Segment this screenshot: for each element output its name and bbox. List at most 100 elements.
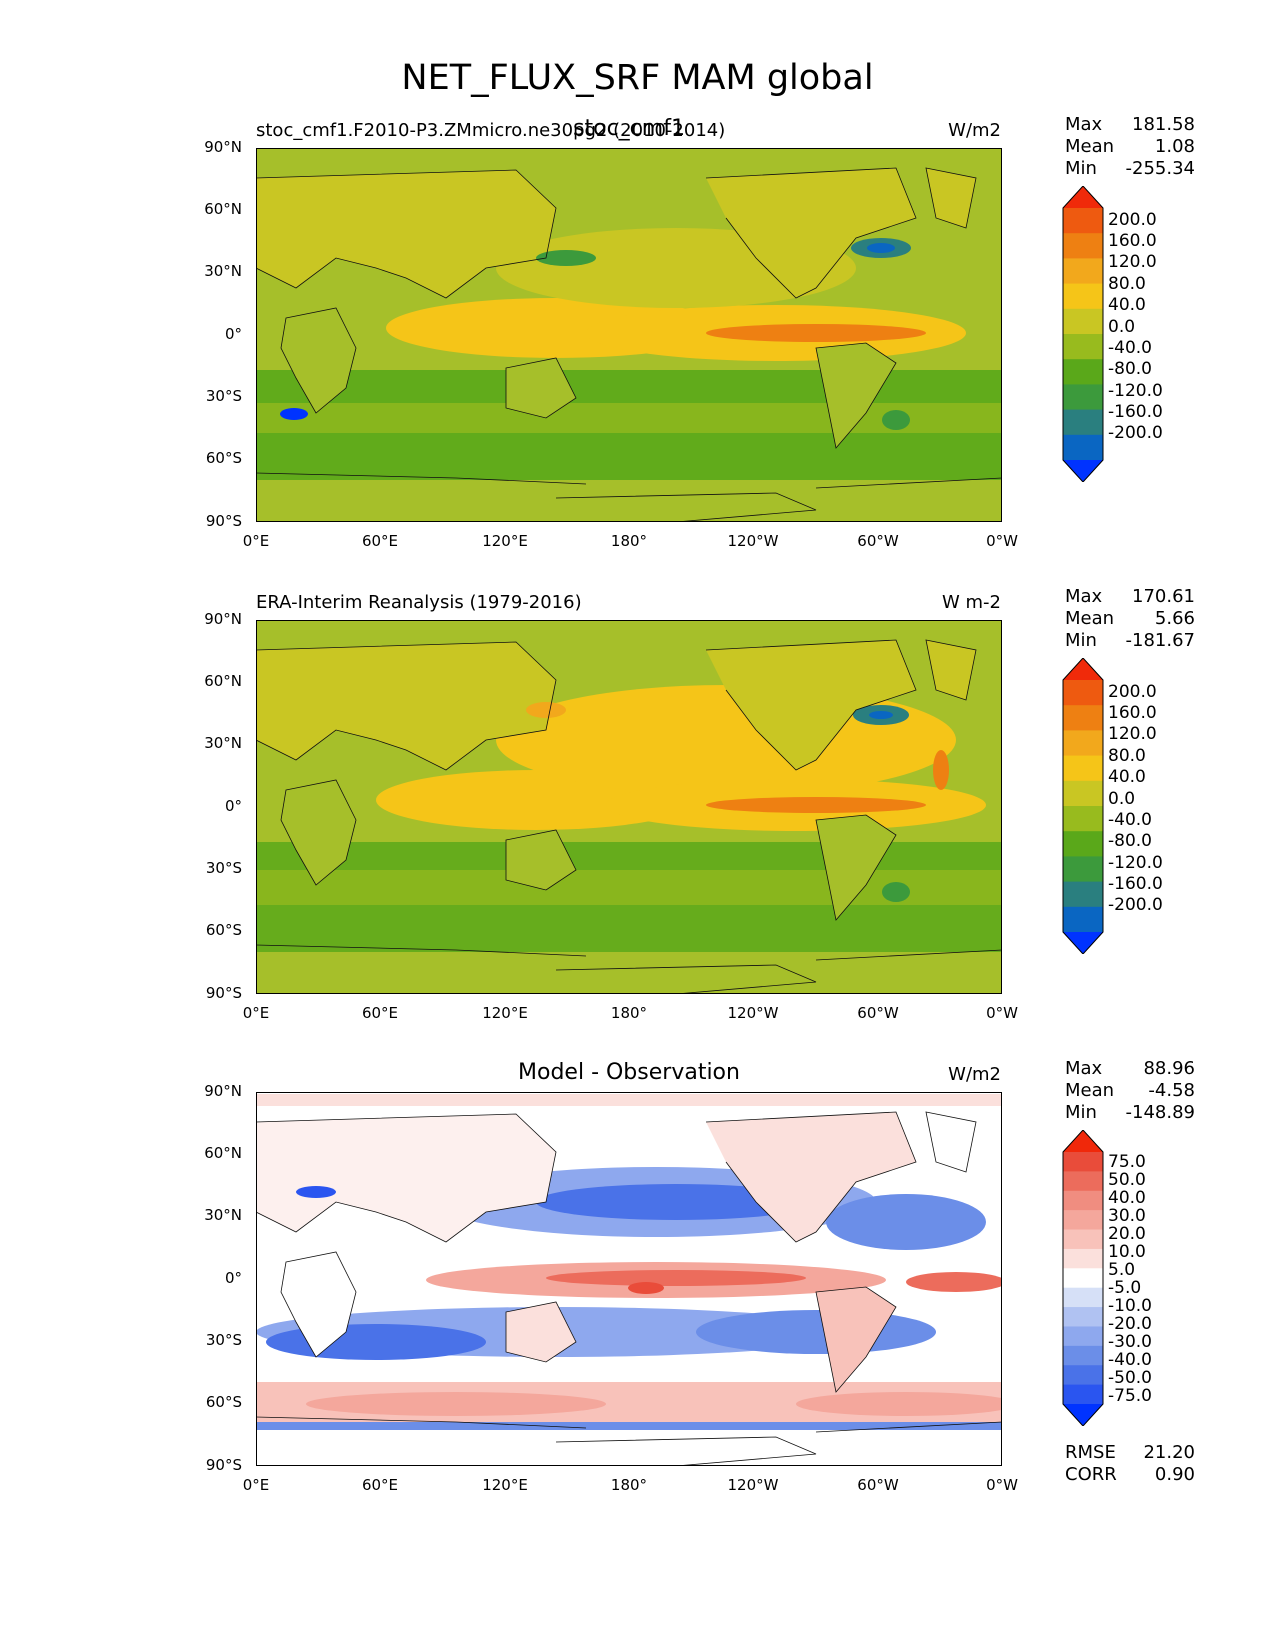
- x-tick-label: 120°E: [482, 1476, 528, 1494]
- stat-mean-label: Mean: [1065, 136, 1115, 157]
- colorbar: [1062, 186, 1104, 482]
- x-tick-label: 60°W: [857, 1004, 899, 1022]
- colorbar: [1062, 658, 1104, 954]
- x-tick-label: 60°W: [857, 1476, 899, 1494]
- colorbar-segment: [1063, 1171, 1103, 1192]
- y-tick-label: 30°N: [204, 262, 242, 280]
- map-difference: [256, 1092, 1002, 1466]
- colorbar-segment: [1063, 359, 1103, 385]
- y-tick-label: 90°N: [204, 1082, 242, 1100]
- stat-min-label: Min: [1065, 630, 1097, 651]
- panel-test: stoc_cmf1.F2010-P3.ZMmicro.ne30pg2 (2010…: [0, 114, 1275, 580]
- stat-min: -148.89: [1125, 1102, 1195, 1123]
- stat-min: -255.34: [1125, 158, 1195, 179]
- x-tick-label: 0°E: [242, 1476, 270, 1494]
- colorbar-segment: [1063, 705, 1103, 731]
- y-tick-label: 0°: [224, 325, 242, 343]
- colorbar-segment: [1063, 1326, 1103, 1347]
- colorbar-tick-label: 40.0: [1108, 295, 1146, 315]
- y-tick-label: 60°N: [204, 1144, 242, 1162]
- x-tick-label: 120°W: [727, 532, 779, 550]
- y-tick-label: 90°S: [205, 984, 242, 1002]
- y-tick-label: 60°S: [205, 449, 242, 467]
- colorbar-tick-label: 160.0: [1108, 703, 1157, 723]
- y-tick-label: 0°: [224, 797, 242, 815]
- colorbar-segment: [1063, 680, 1103, 706]
- colorbar-tick-label: 0.0: [1108, 789, 1136, 809]
- colorbar-segment: [1063, 384, 1103, 411]
- colorbar-tick-label: -80.0: [1108, 359, 1152, 379]
- x-tick-label: 120°E: [482, 1004, 528, 1022]
- stat-mean-label: Mean: [1065, 1080, 1115, 1101]
- stat-mean: 1.08: [1154, 136, 1195, 157]
- colorbar-segment: [1063, 283, 1103, 310]
- stat-min-label: Min: [1065, 158, 1097, 179]
- colorbar-segment: [1063, 258, 1103, 285]
- colorbar-tick-label: -5.0: [1108, 1278, 1142, 1298]
- colorbar-tick-label: -50.0: [1108, 1368, 1152, 1388]
- x-tick-label: 120°E: [482, 532, 528, 550]
- stat-mean: -4.58: [1148, 1080, 1195, 1101]
- colorbar-tick-label: -120.0: [1108, 381, 1163, 401]
- colorbar-tick-label: 40.0: [1108, 767, 1146, 787]
- map-test: [256, 148, 1002, 522]
- colorbar-segment: [1063, 409, 1103, 436]
- colorbar-outline: [1062, 186, 1104, 482]
- colorbar-tick-label: 80.0: [1108, 746, 1146, 766]
- x-tick-label: 120°W: [727, 1476, 779, 1494]
- panel-units: W m-2: [941, 592, 1001, 613]
- colorbar-tick-label: -10.0: [1108, 1296, 1152, 1316]
- x-tick-label: 180°: [610, 1004, 648, 1022]
- colorbar-segment: [1063, 1130, 1103, 1152]
- colorbar-segment: [1063, 806, 1103, 832]
- x-tick-label: 0°E: [242, 1004, 270, 1022]
- colorbar-segment: [1063, 658, 1103, 680]
- colorbar-tick-label: 120.0: [1108, 724, 1157, 744]
- colorbar-segment: [1063, 460, 1103, 482]
- colorbar-segment: [1063, 1190, 1103, 1211]
- y-tick-label: 0°: [224, 1269, 242, 1287]
- panel-left-title: ERA-Interim Reanalysis (1979-2016): [256, 592, 582, 613]
- x-tick-label: 0°W: [986, 1476, 1018, 1494]
- colorbar: [1062, 1130, 1104, 1426]
- colorbar-segment: [1063, 334, 1103, 360]
- x-tick-label: 180°: [610, 532, 648, 550]
- colorbar-outline: [1062, 1130, 1104, 1426]
- colorbar-segment: [1063, 208, 1103, 234]
- y-tick-label: 60°S: [205, 1393, 242, 1411]
- corr-value: 0.90: [1154, 1464, 1195, 1485]
- stat-max: 88.96: [1143, 1058, 1195, 1079]
- y-tick-label: 30°S: [205, 387, 242, 405]
- stat-mean-label: Mean: [1065, 608, 1115, 629]
- stats-box: Max 170.61 Mean 5.66 Min -181.67: [1065, 586, 1195, 652]
- colorbar-tick-label: -75.0: [1108, 1386, 1152, 1406]
- colorbar-tick-label: 80.0: [1108, 274, 1146, 294]
- colorbar-tick-label: -200.0: [1108, 423, 1163, 443]
- rmse-label: RMSE: [1065, 1442, 1116, 1463]
- y-tick-label: 90°S: [205, 1456, 242, 1474]
- colorbar-tick-label: -160.0: [1108, 402, 1163, 422]
- colorbar-segment: [1063, 831, 1103, 857]
- colorbar-tick-label: 20.0: [1108, 1224, 1146, 1244]
- colorbar-segment: [1063, 1210, 1103, 1231]
- colorbar-segment: [1063, 780, 1103, 807]
- y-tick-label: 30°N: [204, 734, 242, 752]
- colorbar-outline: [1062, 658, 1104, 954]
- x-tick-label: 0°W: [986, 532, 1018, 550]
- colorbar-segment: [1063, 1248, 1103, 1269]
- colorbar-tick-label: -20.0: [1108, 1314, 1152, 1334]
- colorbar-segment: [1063, 1365, 1103, 1386]
- colorbar-segment: [1063, 1345, 1103, 1366]
- y-tick-label: 60°S: [205, 921, 242, 939]
- x-tick-label: 0°W: [986, 1004, 1018, 1022]
- stat-max-label: Max: [1065, 586, 1103, 607]
- colorbar-segment: [1063, 233, 1103, 259]
- y-tick-label: 30°N: [204, 1206, 242, 1224]
- colorbar-segment: [1063, 434, 1103, 461]
- colorbar-tick-label: -30.0: [1108, 1332, 1152, 1352]
- colorbar-tick-label: 40.0: [1108, 1188, 1146, 1208]
- stat-max-label: Max: [1065, 114, 1103, 135]
- map-reference: [256, 620, 1002, 994]
- panel-reference: ERA-Interim Reanalysis (1979-2016) W m-2: [0, 586, 1275, 1052]
- colorbar-tick-label: -200.0: [1108, 895, 1163, 915]
